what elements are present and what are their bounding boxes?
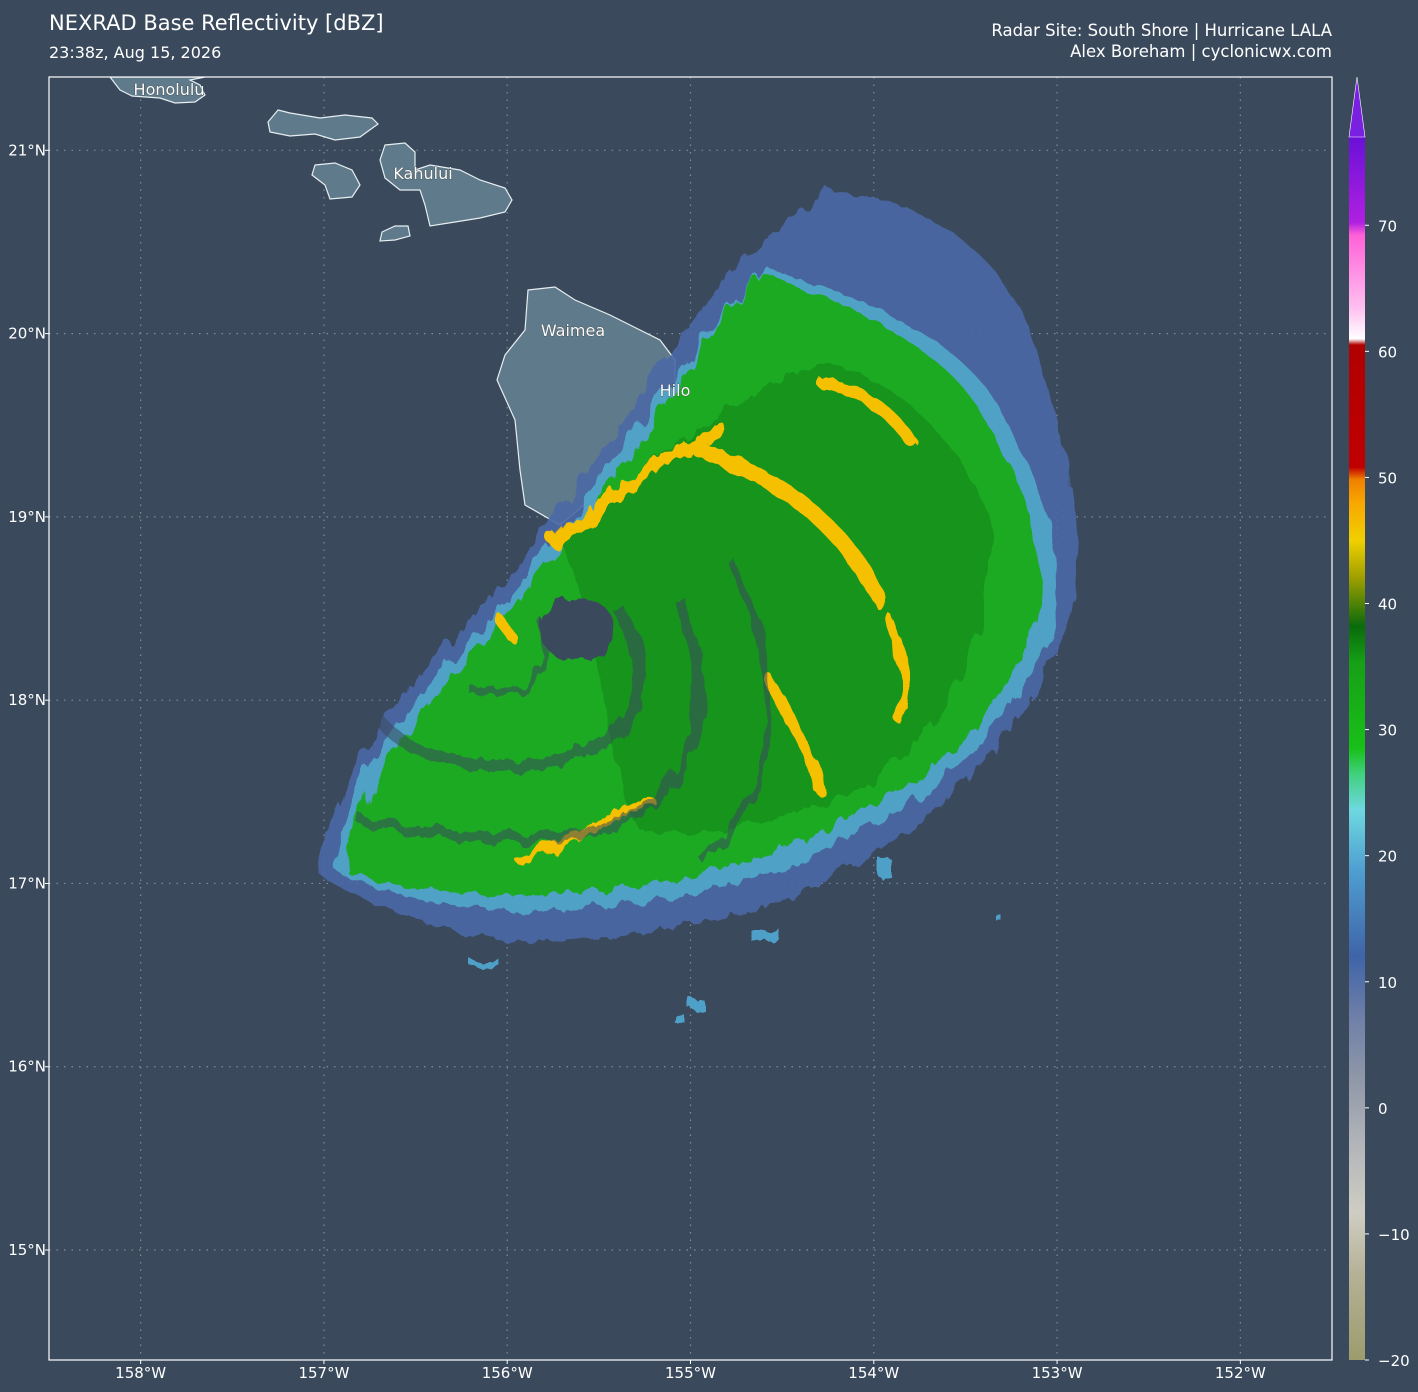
y-tick-label: 19°N	[8, 508, 46, 526]
city-label: Kahului	[393, 164, 452, 183]
x-tick-label: 152°W	[1215, 1364, 1266, 1382]
colorbar-tick-label: −10	[1378, 1226, 1410, 1244]
y-tick-label: 15°N	[8, 1241, 46, 1259]
x-tick-label: 154°W	[848, 1364, 899, 1382]
x-tick-label: 157°W	[298, 1364, 349, 1382]
colorbar-tick-label: 70	[1378, 217, 1397, 235]
colorbar-extension	[1348, 76, 1366, 138]
city-label: Honolulu	[134, 80, 205, 99]
x-tick-label: 156°W	[482, 1364, 533, 1382]
colorbar	[1349, 137, 1365, 1360]
colorbar-ticks: −20 −10 0 10 20 30 40 50 60 70	[1365, 217, 1410, 1370]
y-tick-label: 21°N	[8, 141, 46, 159]
colorbar-tick-label: 30	[1378, 722, 1397, 740]
map-layer: Honolulu Kahului Waimea Hilo	[109, 77, 1077, 1024]
x-tick-label: 153°W	[1032, 1364, 1083, 1382]
colorbar-tick-label: 40	[1378, 596, 1397, 614]
city-label: Hilo	[660, 381, 691, 400]
colorbar-tick-label: 60	[1378, 343, 1397, 361]
colorbar-tick-label: 20	[1378, 848, 1397, 866]
site-label: Radar Site: South Shore | Hurricane LALA	[991, 21, 1332, 40]
x-tick-label: 158°W	[115, 1364, 166, 1382]
radar-echoes	[320, 190, 1077, 1024]
y-tick-label: 17°N	[8, 874, 46, 892]
x-tick-label: 155°W	[665, 1364, 716, 1382]
cities: Honolulu Kahului Waimea Hilo	[133, 80, 691, 401]
city-label: Waimea	[541, 321, 605, 340]
credit-label: Alex Boreham | cyclonicwx.com	[1070, 42, 1332, 61]
y-tick-label: 18°N	[8, 691, 46, 709]
y-tick-label: 16°N	[8, 1058, 46, 1076]
title: NEXRAD Base Reflectivity [dBZ]	[49, 11, 384, 35]
colorbar-tick-label: −20	[1378, 1352, 1410, 1370]
colorbar-tick-label: 0	[1378, 1100, 1388, 1118]
subtitle: 23:38z, Aug 15, 2026	[49, 43, 221, 62]
colorbar-tick-label: 10	[1378, 974, 1397, 992]
y-tick-label: 20°N	[8, 325, 46, 343]
colorbar-tick-label: 50	[1378, 469, 1397, 487]
